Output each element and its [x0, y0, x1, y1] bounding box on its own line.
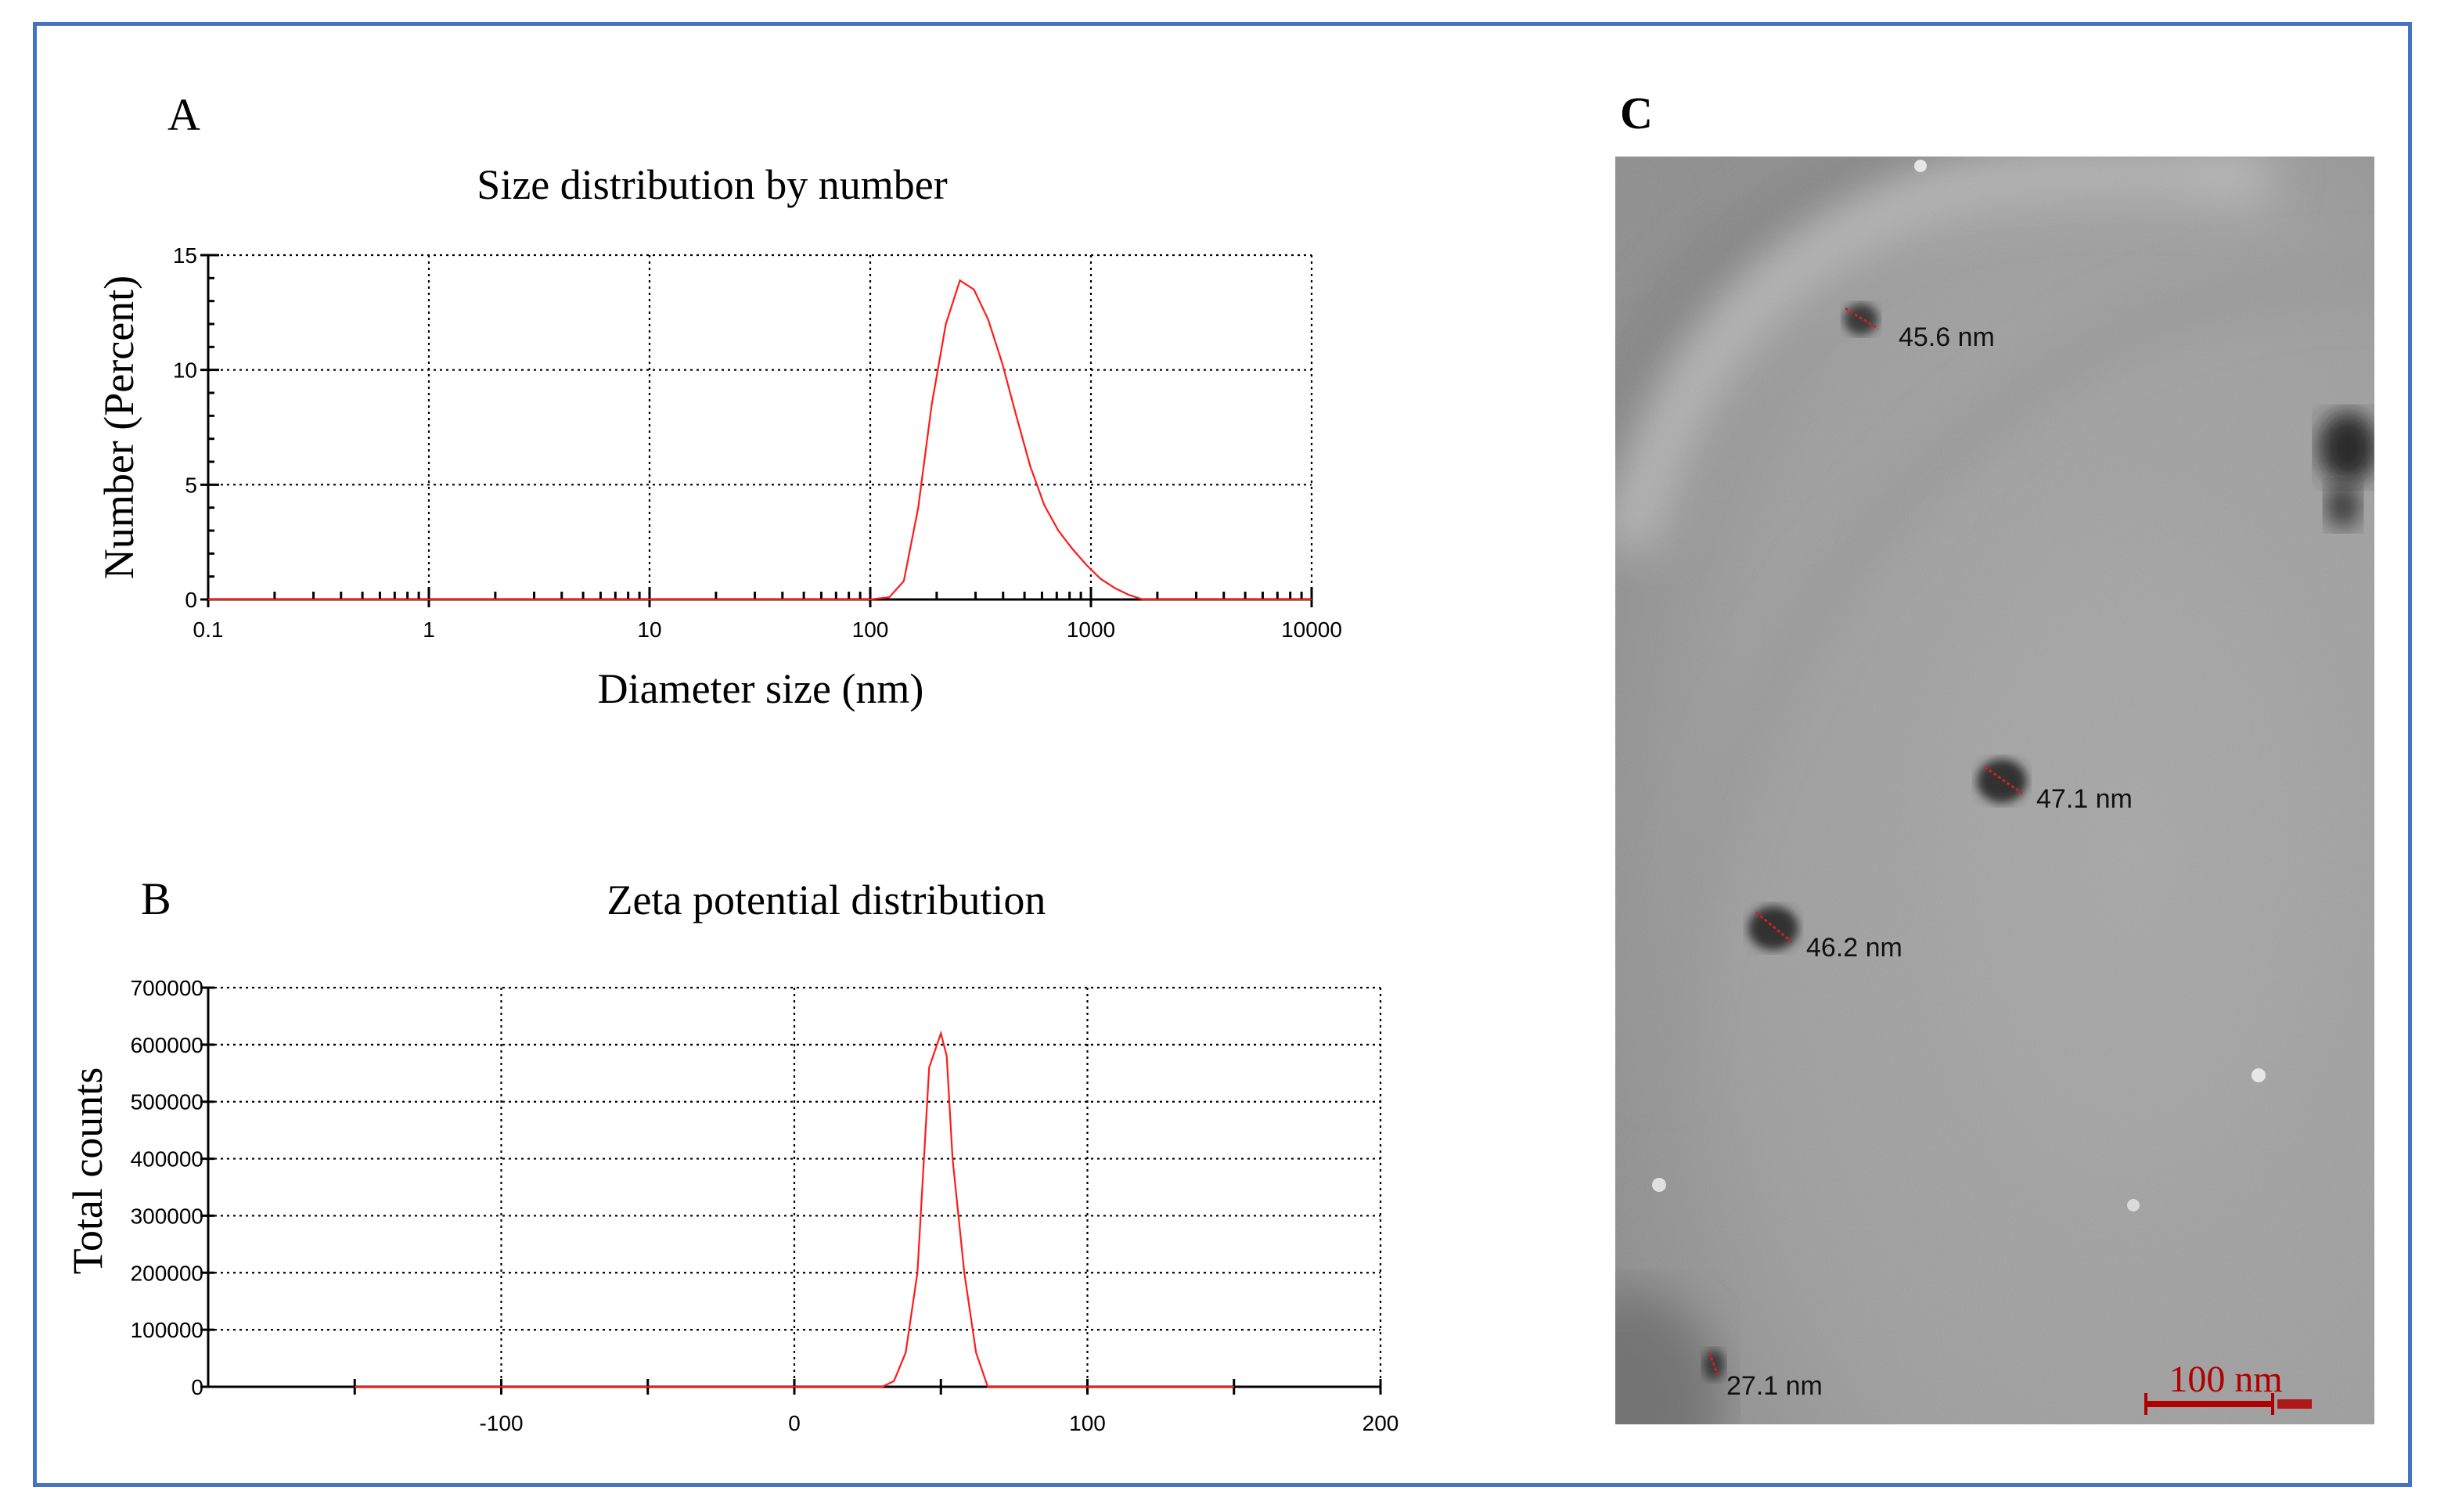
tem-particle-cluster [2318, 412, 2374, 484]
tem-particle-label-4: 27.1 nm [1726, 1371, 1823, 1401]
tem-speck [1914, 160, 1927, 172]
tem-particle-label-3: 46.2 nm [1806, 933, 1902, 963]
tem-micrograph: 45.6 nm 47.1 nm 46.2 nm 27.1 nm 100 nm [1615, 157, 2374, 1424]
panel-b-letter: B [141, 873, 171, 924]
chart-a-x-axis-title: Diameter size (nm) [598, 665, 924, 712]
chart-a-y-tick-label: 5 [185, 473, 197, 497]
chart-a-x-tick-label: 1000 [1067, 617, 1115, 642]
chart-b-series-line [355, 1030, 1234, 1388]
tem-corner-shade [1615, 1291, 1722, 1424]
chart-a-x-tick-label: 10 [637, 617, 661, 642]
chart-b-x-tick-label: 0 [788, 1411, 801, 1435]
tem-measure-line-4 [1708, 1352, 1720, 1378]
chart-a-axes [207, 255, 1312, 601]
size-distribution-chart: Size distribution by number Diameter siz… [95, 161, 1342, 712]
tem-scale-bar-stamp [2277, 1399, 2312, 1409]
chart-b-y-tick-label: 200000 [131, 1261, 203, 1285]
chart-b-y-tick-label: 400000 [131, 1147, 203, 1172]
chart-a-x-tick-label: 100 [852, 617, 889, 642]
chart-b-y-tick-label: 600000 [131, 1033, 203, 1057]
chart-b-y-tick-label: 100000 [131, 1318, 203, 1342]
chart-a-x-tick-label: 1 [423, 617, 435, 642]
chart-b-x-tick-label: -100 [479, 1411, 523, 1435]
tem-particle-2 [1977, 759, 2027, 803]
panel-c-letter: C [1620, 88, 1653, 139]
chart-b-ticks [200, 986, 1382, 1395]
chart-b-x-tick-label: 100 [1069, 1411, 1106, 1435]
chart-a-series-line [208, 279, 1312, 601]
chart-a-y-tick-label: 15 [173, 243, 197, 268]
chart-a-y-axis-title: Number (Percent) [95, 275, 142, 579]
chart-a-series [208, 279, 1312, 601]
tem-speck [2252, 1068, 2266, 1082]
tem-scale-bar [2144, 1401, 2274, 1407]
chart-b-y-tick-label: 0 [191, 1375, 203, 1399]
tem-measure-line-3 [1755, 911, 1793, 944]
chart-b-y-axis-title: Total counts [64, 1067, 111, 1275]
chart-b-tick-labels: -100 0 100 200 0 100000 200000 300000 400000 5000… [131, 976, 1399, 1435]
chart-a-grid [208, 254, 1313, 599]
chart-b-series [355, 1030, 1234, 1388]
chart-a-x-tick-label: 0.1 [193, 617, 224, 642]
tem-measure-line-2 [1984, 765, 2023, 795]
tem-particle-cluster-tail [2326, 482, 2360, 529]
panel-a-letter: A [167, 89, 200, 140]
chart-b-y-tick-label: 500000 [131, 1090, 203, 1114]
chart-b-x-tick-label: 200 [1362, 1411, 1399, 1435]
chart-a-ticks [200, 254, 1313, 607]
chart-a-x-tick-label: 10000 [1281, 617, 1342, 642]
tem-speck [2127, 1199, 2140, 1211]
chart-a-y-tick-label: 10 [173, 358, 197, 383]
chart-a-y-tick-label: 0 [185, 588, 197, 612]
tem-measure-line-1 [1845, 307, 1879, 330]
chart-b-grid [208, 986, 1382, 1387]
chart-b-y-tick-label: 700000 [131, 976, 203, 1000]
tem-particle-label-2: 47.1 nm [2036, 784, 2133, 814]
chart-a-title: Size distribution by number [477, 161, 947, 208]
zeta-potential-chart: Zeta potential distribution Total counts… [64, 877, 1398, 1435]
chart-a-tick-labels: 0.1 1 10 100 1000 10000 0 5 10 15 [173, 243, 1342, 642]
tem-scale-bar-label: 100 nm [2169, 1359, 2282, 1400]
tem-particle-label-1: 45.6 nm [1899, 322, 1995, 352]
tem-speck [1652, 1178, 1666, 1192]
chart-b-y-tick-label: 300000 [131, 1204, 203, 1228]
chart-b-title: Zeta potential distribution [607, 877, 1046, 923]
